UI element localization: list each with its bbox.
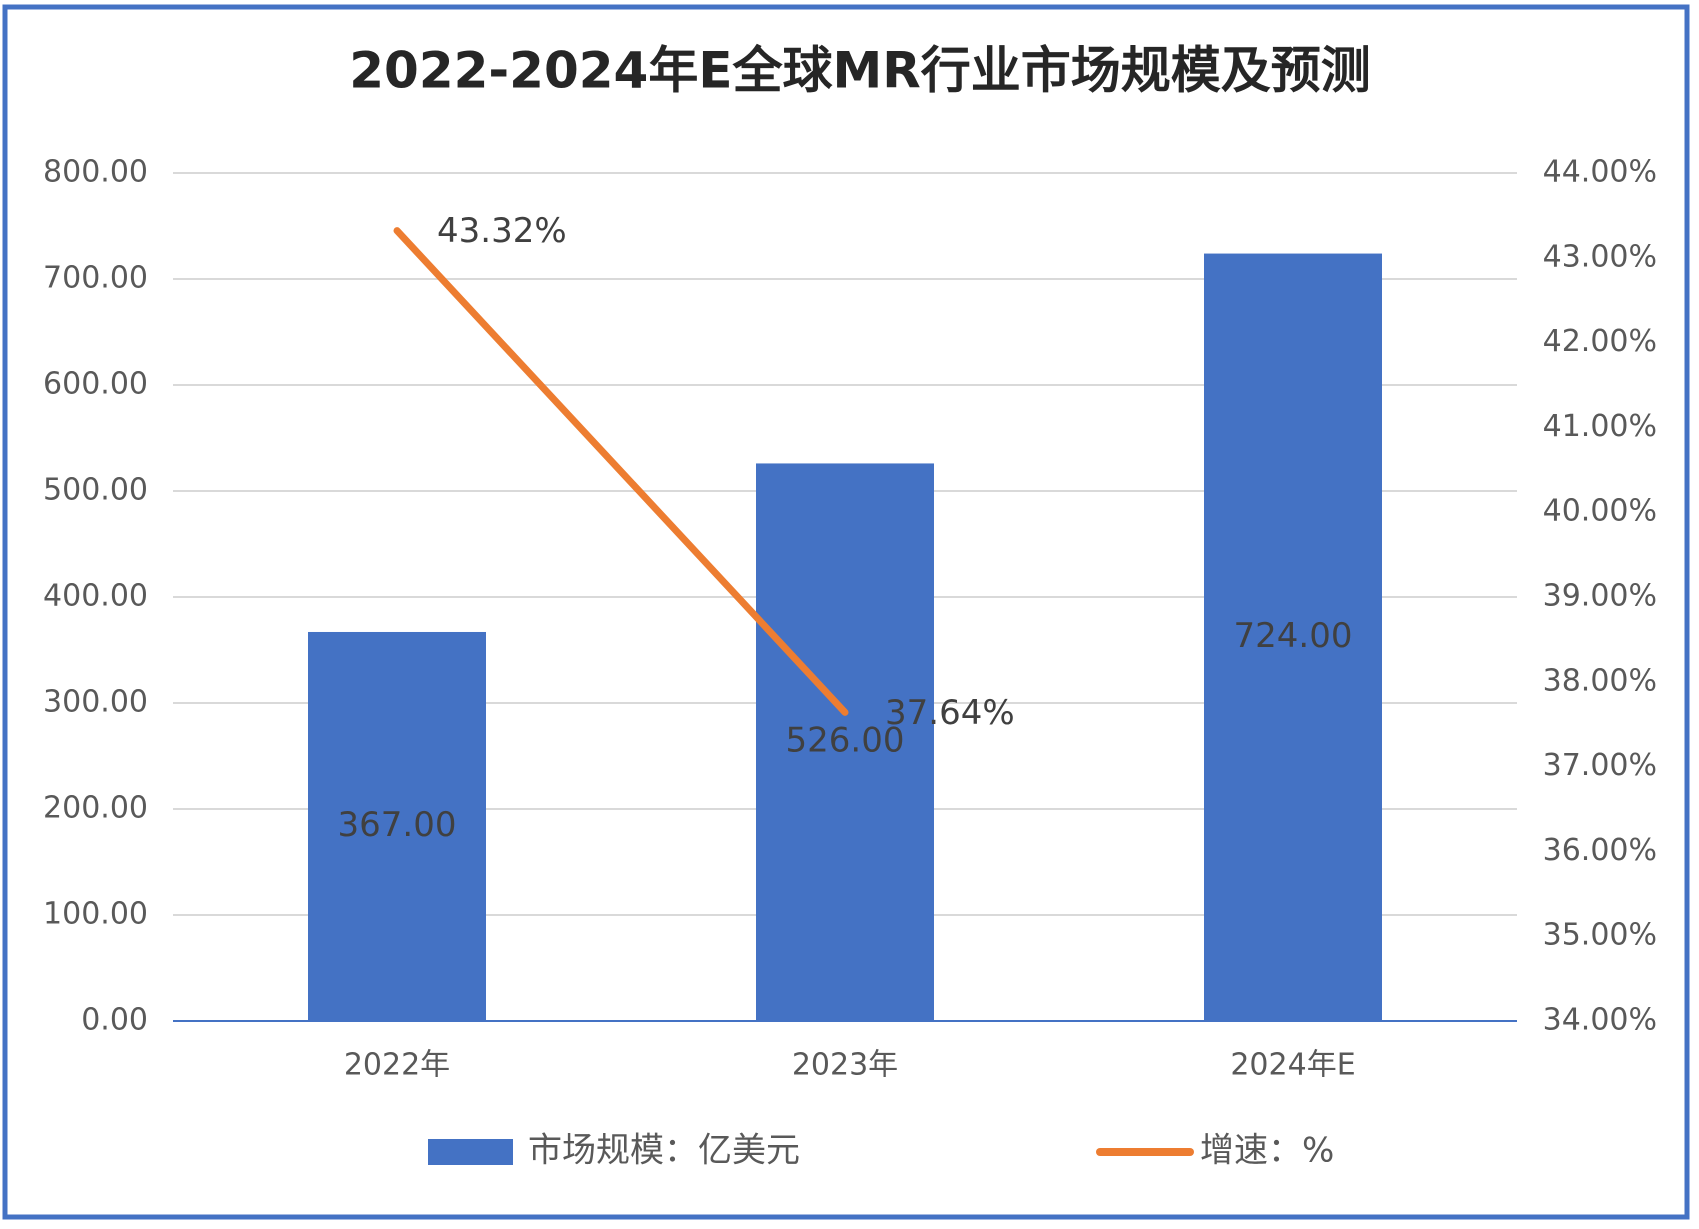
y2-tick-label: 43.00% [1543,239,1657,274]
legend-label: 市场规模：亿美元 [528,1131,800,1171]
y2-tick-label: 37.00% [1543,748,1657,783]
y2-tick-label: 35.00% [1543,918,1657,953]
y2-tick-label: 38.00% [1543,663,1657,698]
legend-label: 增速：% [1200,1131,1334,1171]
y2-tick-label: 34.00% [1543,1003,1657,1038]
data-label: 43.32% [437,211,567,251]
y-tick-label: 200.00 [43,791,148,826]
y2-tick-label: 36.00% [1543,833,1657,868]
data-label: 37.64% [885,693,1015,733]
y-tick-label: 400.00 [43,579,148,614]
y-tick-label: 100.00 [43,897,148,932]
y-tick-label: 300.00 [43,685,148,720]
y2-tick-label: 44.00% [1543,155,1657,190]
chart-title: 2022-2024年E全球MR行业市场规模及预测 [349,42,1370,100]
y-tick-label: 600.00 [43,367,148,402]
line [393,227,849,716]
y2-tick-label: 42.00% [1543,324,1657,359]
x-tick-label: 2023年 [792,1048,898,1083]
data-label: 367.00 [338,805,457,845]
bar [756,463,934,1021]
y2-tick-label: 41.00% [1543,409,1657,444]
data-label: 526.00 [786,721,905,761]
y-tick-label: 800.00 [43,155,148,190]
frame [2,4,1690,1220]
y-tick-label: 500.00 [43,473,148,508]
y-tick-label: 700.00 [43,261,148,296]
y-tick-label: 0.00 [81,1003,148,1038]
bar [1204,253,1382,1021]
x-tick-label: 2022年 [344,1048,450,1083]
bar [308,631,486,1021]
y2-tick-label: 39.00% [1543,579,1657,614]
legend-swatch [428,1139,513,1165]
x-tick-label: 2024年E [1230,1048,1355,1083]
data-label: 724.00 [1234,616,1353,656]
y2-tick-label: 40.00% [1543,494,1657,529]
